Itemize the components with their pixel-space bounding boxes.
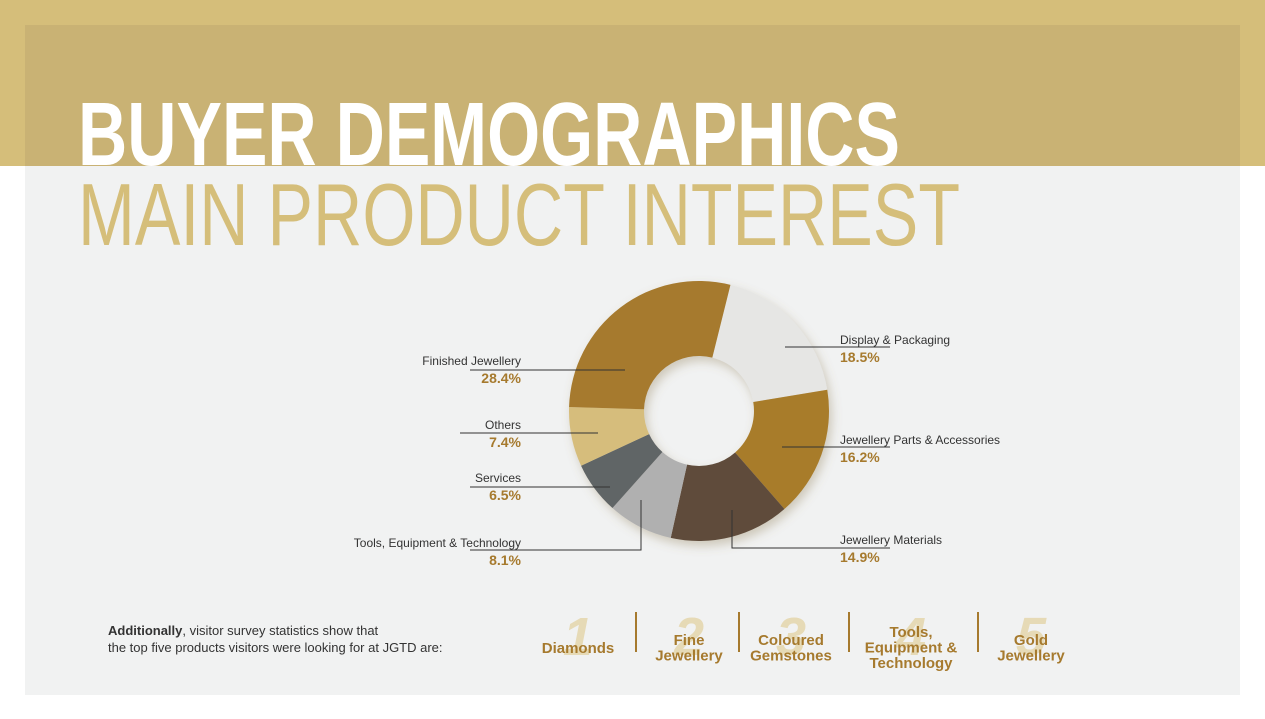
note-bold: Additionally <box>108 623 183 638</box>
product-name: Gold <box>1014 632 1048 649</box>
donut-slice <box>581 434 663 509</box>
product-name: Coloured <box>758 632 824 649</box>
subtitle: MAIN PRODUCT INTEREST <box>78 165 960 264</box>
product-name: Diamonds <box>542 640 615 657</box>
note-text: , visitor survey statistics show that <box>182 623 378 638</box>
dividers <box>635 612 979 652</box>
category-label: Services <box>475 471 521 485</box>
rank-number: 5 <box>1016 607 1047 667</box>
value-label: 28.4% <box>481 370 521 386</box>
product-name: Jewellery <box>655 648 723 665</box>
rank-number: 1 <box>563 607 593 667</box>
rank-number: 4 <box>895 607 926 667</box>
donut-slice <box>712 284 828 403</box>
leader-line <box>731 510 890 549</box>
value-label: 18.5% <box>840 349 880 365</box>
donut <box>569 281 829 541</box>
value-label: 8.1% <box>489 552 521 568</box>
product-name: Equipment & <box>865 640 958 657</box>
note-line: the top five products visitors were look… <box>108 640 443 655</box>
product-name: Technology <box>869 655 953 672</box>
donut-slice <box>569 407 650 466</box>
leader-line <box>470 500 642 551</box>
note-line: Additionally, visitor survey statistics … <box>108 623 379 638</box>
product-name: Gemstones <box>750 648 832 665</box>
donut-slice <box>569 281 731 410</box>
rank-number: 2 <box>673 607 704 667</box>
value-label: 14.9% <box>840 549 880 565</box>
product-name: Fine <box>674 632 705 649</box>
category-label: Tools, Equipment & Technology <box>354 536 521 550</box>
labels: Display & Packaging 18.5% Jewellery Parts … <box>354 333 1000 568</box>
title: BUYER DEMOGRAPHICS <box>78 85 900 185</box>
category-label: Finished Jewellery <box>422 354 521 368</box>
value-label: 16.2% <box>840 449 880 465</box>
donut-slice <box>612 452 688 538</box>
category-label: Display & Packaging <box>840 333 950 347</box>
panel-band <box>25 25 1240 166</box>
product-name: Jewellery <box>997 648 1065 665</box>
value-label: 7.4% <box>489 434 521 450</box>
rank-number: 3 <box>776 607 806 667</box>
value-label: 6.5% <box>489 487 521 503</box>
category-label: Others <box>485 418 521 432</box>
category-label: Jewellery Parts & Accessories <box>840 433 1000 447</box>
category-label: Jewellery Materials <box>840 533 942 547</box>
donut-slice <box>735 389 829 509</box>
donut-slice <box>670 452 785 541</box>
product-name: Tools, <box>889 624 932 641</box>
